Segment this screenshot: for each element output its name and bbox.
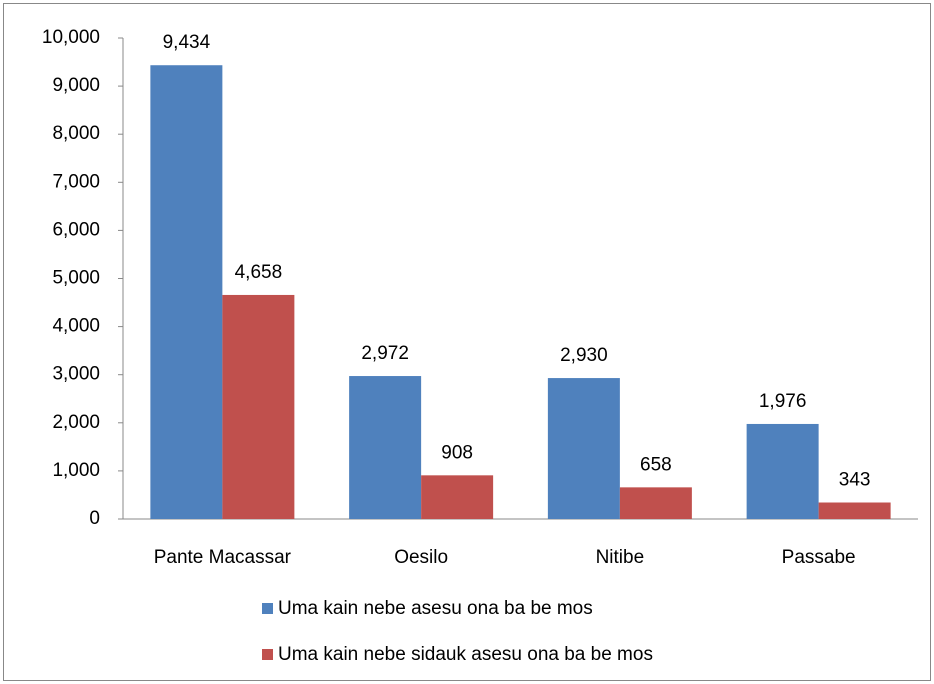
y-tick-label: 5,000	[52, 268, 100, 289]
legend-label: Uma kain nebe sidauk asesu ona ba be mos	[278, 644, 653, 665]
bar	[349, 376, 422, 519]
x-tick-label: Oesilo	[394, 547, 448, 568]
bar	[818, 502, 891, 519]
value-label: 2,930	[560, 345, 608, 366]
y-tick-label: 10,000	[42, 27, 100, 48]
y-tick-label: 6,000	[52, 219, 100, 240]
bar	[619, 487, 692, 519]
bar	[746, 423, 819, 519]
y-tick-label: 0	[89, 508, 100, 529]
y-tick-label: 2,000	[52, 412, 100, 433]
value-label: 658	[640, 454, 672, 475]
legend-swatch	[262, 603, 273, 614]
y-tick-label: 3,000	[52, 364, 100, 385]
legend-label: Uma kain nebe asesu ona ba be mos	[278, 598, 593, 619]
x-tick-label: Nitibe	[596, 547, 645, 568]
bar	[222, 294, 295, 519]
bar	[150, 65, 223, 519]
legend-swatch	[262, 649, 273, 660]
value-label: 4,658	[235, 262, 283, 283]
x-tick-label: Passabe	[782, 547, 856, 568]
y-tick-label: 4,000	[52, 316, 100, 337]
chart-border	[3, 3, 931, 681]
y-tick-label: 9,000	[52, 75, 100, 96]
value-label: 1,976	[759, 391, 807, 412]
value-label: 343	[839, 470, 871, 491]
bar	[421, 475, 494, 519]
x-tick-label: Pante Macassar	[154, 547, 292, 568]
value-label: 9,434	[163, 32, 211, 53]
y-tick-label: 8,000	[52, 123, 100, 144]
y-tick-label: 1,000	[52, 460, 100, 481]
value-label: 908	[441, 442, 473, 463]
value-label: 2,972	[361, 343, 409, 364]
y-tick-label: 7,000	[52, 171, 100, 192]
bar	[547, 378, 620, 519]
